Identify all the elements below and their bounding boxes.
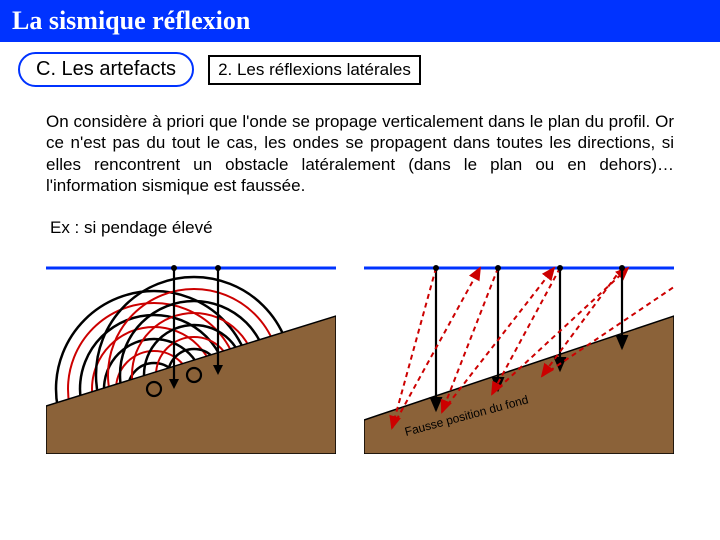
subtitle-row: C. Les artefacts 2. Les réflexions latér… [18, 52, 720, 87]
body-paragraph: On considère à priori que l'onde se prop… [46, 111, 674, 196]
diagram-row: Fausse position du fond [46, 244, 720, 459]
page-title: La sismique réflexion [12, 6, 250, 36]
title-bar: La sismique réflexion [0, 0, 720, 42]
subsection-badge: 2. Les réflexions latérales [208, 55, 421, 85]
section-badge: C. Les artefacts [18, 52, 194, 87]
example-label: Ex : si pendage élevé [50, 218, 720, 238]
left-diagram [46, 244, 336, 459]
right-diagram: Fausse position du fond [364, 244, 674, 459]
